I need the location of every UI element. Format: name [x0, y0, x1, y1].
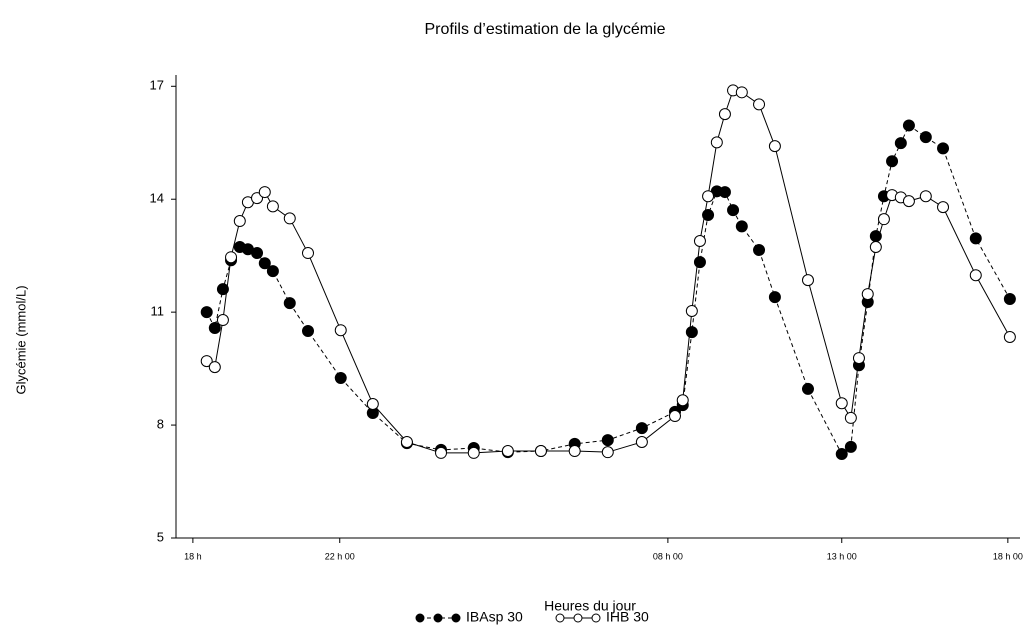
x-tick-label: 08 h 00 — [653, 551, 683, 561]
marker — [735, 86, 748, 99]
marker — [877, 213, 890, 226]
legend-marker — [573, 613, 583, 623]
y-tick-label: 8 — [157, 417, 164, 432]
marker — [1003, 292, 1016, 305]
marker — [835, 448, 848, 461]
x-tick-label: 22 h 00 — [325, 551, 355, 561]
marker — [1003, 330, 1016, 343]
marker — [501, 445, 514, 458]
marker — [768, 140, 781, 153]
marker — [534, 445, 547, 458]
legend-marker — [451, 613, 461, 623]
marker — [835, 397, 848, 410]
chart-title: Profils d’estimation de la glycémie — [425, 21, 666, 38]
marker — [258, 257, 271, 270]
marker — [844, 440, 857, 453]
marker — [233, 215, 246, 228]
series-line — [206, 124, 1011, 455]
marker — [601, 434, 614, 447]
marker — [676, 394, 689, 407]
marker — [208, 321, 221, 334]
marker — [768, 291, 781, 304]
marker — [366, 397, 379, 410]
marker — [969, 232, 982, 245]
marker — [266, 200, 279, 213]
marker — [861, 288, 874, 301]
marker — [668, 410, 681, 423]
marker — [258, 186, 271, 199]
marker — [710, 136, 723, 149]
marker — [685, 326, 698, 339]
marker — [753, 98, 766, 111]
marker — [718, 186, 731, 199]
marker — [894, 137, 907, 150]
marker — [216, 314, 229, 327]
marker — [886, 155, 899, 168]
marker — [467, 446, 480, 459]
marker — [302, 247, 315, 260]
marker — [869, 241, 882, 254]
marker — [334, 372, 347, 385]
marker — [727, 204, 740, 217]
marker — [302, 324, 315, 337]
marker — [200, 306, 213, 319]
marker — [919, 131, 932, 144]
marker — [753, 244, 766, 257]
legend-marker — [433, 613, 443, 623]
marker — [937, 142, 950, 155]
x-axis-label: Heures du jour — [544, 598, 636, 614]
marker — [735, 220, 748, 233]
x-tick-label: 18 h 00 — [993, 551, 1023, 561]
y-tick-label: 17 — [150, 78, 164, 93]
y-tick-label: 14 — [150, 191, 164, 206]
x-tick-label: 13 h 00 — [827, 551, 857, 561]
marker — [435, 446, 448, 459]
marker — [568, 445, 581, 458]
marker — [718, 108, 731, 121]
marker — [400, 436, 413, 449]
y-axis-label: Glycémie (mmol/L) — [13, 285, 28, 394]
marker — [216, 283, 229, 296]
marker — [334, 324, 347, 337]
marker — [844, 411, 857, 424]
legend-marker — [591, 613, 601, 623]
series-line — [206, 89, 1011, 454]
marker — [852, 352, 865, 365]
legend-label: IHB 30 — [606, 609, 649, 625]
marker — [937, 201, 950, 214]
marker — [693, 235, 706, 248]
marker — [693, 256, 706, 269]
marker — [266, 265, 279, 278]
marker — [200, 355, 213, 368]
marker — [251, 247, 264, 260]
marker — [969, 269, 982, 282]
marker — [601, 446, 614, 459]
legend-marker — [415, 613, 425, 623]
marker — [801, 382, 814, 395]
marker — [283, 297, 296, 310]
marker — [225, 251, 238, 264]
marker — [685, 305, 698, 318]
marker — [635, 422, 648, 435]
marker — [902, 195, 915, 208]
marker — [902, 119, 915, 132]
legend-marker — [555, 613, 565, 623]
y-tick-label: 11 — [151, 304, 165, 319]
x-tick-label: 18 h — [184, 551, 202, 561]
marker — [283, 212, 296, 225]
y-tick-label: 5 — [157, 529, 164, 544]
legend-label: IBAsp 30 — [466, 609, 523, 625]
marker — [919, 190, 932, 203]
marker — [702, 190, 715, 203]
marker — [801, 274, 814, 287]
marker — [208, 361, 221, 374]
marker — [635, 436, 648, 449]
